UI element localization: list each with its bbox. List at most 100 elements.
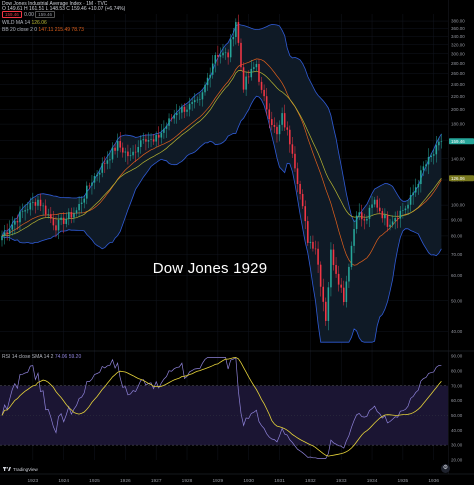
candle-body bbox=[173, 115, 175, 119]
candle-body bbox=[116, 141, 119, 151]
bb-values: 147.11 215.49 78.73 bbox=[38, 27, 84, 33]
candle-body bbox=[196, 99, 199, 101]
time-tick-label: 1923 bbox=[28, 478, 39, 484]
candle-body bbox=[247, 76, 250, 78]
candle-body bbox=[37, 199, 39, 206]
candle-body bbox=[21, 211, 24, 213]
price-tick-label: 360.00 bbox=[451, 26, 465, 31]
candle-body bbox=[327, 287, 330, 321]
candle-body bbox=[440, 141, 443, 142]
candle-body bbox=[425, 164, 427, 167]
buy-price-chip[interactable]: 159.46 bbox=[35, 11, 56, 18]
gear-icon[interactable]: ⚙ bbox=[441, 464, 450, 473]
candle-body bbox=[299, 183, 301, 194]
candle-body bbox=[422, 166, 425, 171]
candle-body bbox=[381, 211, 384, 219]
bb-legend[interactable]: BB 20 close 2 0 147.11 215.49 78.73 bbox=[2, 27, 84, 33]
tradingview-logo[interactable]: TradingView bbox=[3, 466, 38, 472]
candle-body bbox=[330, 249, 332, 288]
candle-body bbox=[378, 207, 381, 212]
candle-body bbox=[281, 113, 283, 125]
candle-body bbox=[188, 103, 191, 110]
price-tick-label: 300.00 bbox=[451, 51, 465, 56]
candle-body bbox=[26, 209, 29, 211]
candle-body bbox=[435, 145, 438, 155]
candle-body bbox=[258, 63, 260, 82]
candle-body bbox=[209, 74, 211, 78]
candle-body bbox=[183, 106, 186, 112]
candle-body bbox=[186, 109, 188, 112]
candle-body bbox=[386, 214, 389, 227]
symbol-title[interactable]: Dow Jones Industrial Average Index · 1M … bbox=[2, 1, 108, 7]
wild-ma-legend[interactable]: WILD MA 14 126.06 bbox=[2, 20, 47, 26]
rsi-band bbox=[0, 385, 448, 446]
time-tick-label: 1929 bbox=[213, 478, 224, 484]
candle-body bbox=[286, 127, 289, 130]
price-tick-label: 200.00 bbox=[451, 107, 465, 112]
wild-ma-price-tag-bg bbox=[449, 175, 474, 182]
candle-body bbox=[114, 147, 116, 151]
candle-body bbox=[273, 125, 276, 127]
candle-body bbox=[250, 68, 253, 78]
candle-body bbox=[8, 229, 11, 234]
wild-ma-price-tag: 126.06 bbox=[451, 176, 465, 181]
candle-body bbox=[6, 232, 8, 234]
time-tick-label: 1935 bbox=[398, 478, 409, 484]
candle-body bbox=[322, 286, 325, 302]
candle-body bbox=[350, 245, 353, 267]
candle-body bbox=[109, 159, 111, 161]
candle-body bbox=[121, 147, 124, 153]
sell-price-chip[interactable]: 159.46 bbox=[2, 11, 22, 18]
candle-body bbox=[222, 52, 224, 56]
candle-body bbox=[80, 202, 83, 204]
candle-body bbox=[242, 67, 245, 90]
price-tick-label: 320.00 bbox=[451, 42, 465, 47]
candle-body bbox=[412, 192, 414, 196]
time-tick-label: 1933 bbox=[336, 478, 347, 484]
candle-body bbox=[363, 219, 366, 221]
rsi-tick-label: 70.00 bbox=[451, 383, 463, 388]
tradingview-label: TradingView bbox=[13, 466, 38, 472]
candle-body bbox=[93, 176, 96, 183]
candle-body bbox=[204, 85, 206, 93]
candle-body bbox=[342, 287, 345, 303]
price-tick-label: 260.00 bbox=[451, 71, 465, 76]
candle-body bbox=[348, 266, 350, 282]
candle-body bbox=[389, 224, 391, 227]
candle-body bbox=[317, 248, 319, 265]
price-tick-label: 220.00 bbox=[451, 94, 465, 99]
candle-body bbox=[91, 182, 93, 186]
candle-body bbox=[86, 185, 88, 199]
candle-body bbox=[307, 221, 309, 243]
candle-body bbox=[201, 92, 204, 100]
candle-body bbox=[88, 185, 91, 187]
tradingview-icon bbox=[3, 467, 11, 471]
candle-body bbox=[260, 81, 263, 90]
price-tick-label: 340.00 bbox=[451, 34, 465, 39]
time-tick-label: 1928 bbox=[182, 478, 193, 484]
candle-body bbox=[235, 22, 237, 37]
candle-body bbox=[291, 144, 294, 154]
price-tick-label: 140.00 bbox=[451, 156, 465, 161]
candle-body bbox=[227, 52, 229, 58]
rsi-tick-label: 60.00 bbox=[451, 398, 463, 403]
candle-body bbox=[24, 210, 26, 212]
ohlc-values: O 149.61 H 161.51 L 148.53 C 159.46 +10.… bbox=[2, 6, 126, 12]
candles bbox=[1, 14, 443, 331]
candle-body bbox=[407, 204, 409, 209]
time-tick-label: 1934 bbox=[367, 478, 378, 484]
candle-body bbox=[16, 221, 19, 223]
candle-body bbox=[294, 153, 296, 169]
candle-body bbox=[438, 141, 440, 146]
candle-body bbox=[420, 170, 422, 185]
rsi-legend[interactable]: RSI 14 close SMA 14 2 74.06 59.20 bbox=[2, 354, 81, 360]
candle-body bbox=[360, 212, 363, 220]
rsi-tick-label: 20.00 bbox=[451, 458, 463, 463]
candle-body bbox=[240, 42, 242, 68]
price-tick-label: 100.00 bbox=[451, 203, 465, 208]
candle-body bbox=[11, 224, 14, 230]
candle-body bbox=[65, 218, 68, 224]
bollinger-lower-line bbox=[1, 95, 442, 343]
candle-body bbox=[384, 214, 386, 219]
